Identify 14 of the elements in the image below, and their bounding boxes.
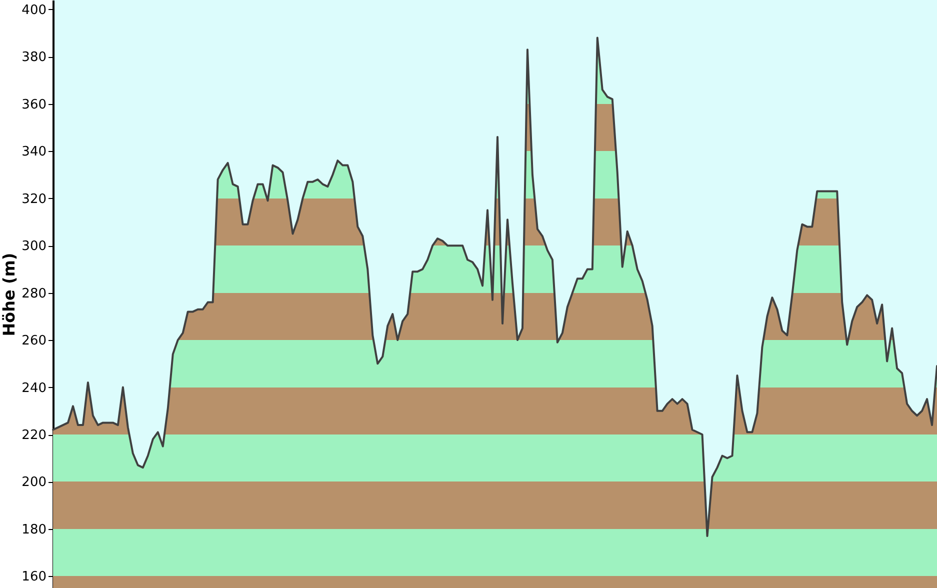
- y-tick-label: 360: [22, 97, 46, 112]
- y-tick-label: 180: [22, 522, 46, 538]
- y-tick-label: 400: [22, 2, 46, 18]
- y-tick-label: 200: [22, 475, 46, 490]
- y-axis-title: Höhe (m): [0, 252, 19, 336]
- y-tick-label: 320: [22, 192, 46, 207]
- y-tick-label: 380: [22, 50, 46, 66]
- y-tick-label: 240: [22, 380, 46, 396]
- y-tick-label: 340: [22, 144, 46, 160]
- y-tick-label: 280: [22, 286, 46, 302]
- y-tick-label: 260: [22, 334, 46, 349]
- y-tick-label: 220: [22, 428, 46, 444]
- y-tick-label: 300: [22, 239, 46, 254]
- y-tick-label: 160: [22, 570, 46, 585]
